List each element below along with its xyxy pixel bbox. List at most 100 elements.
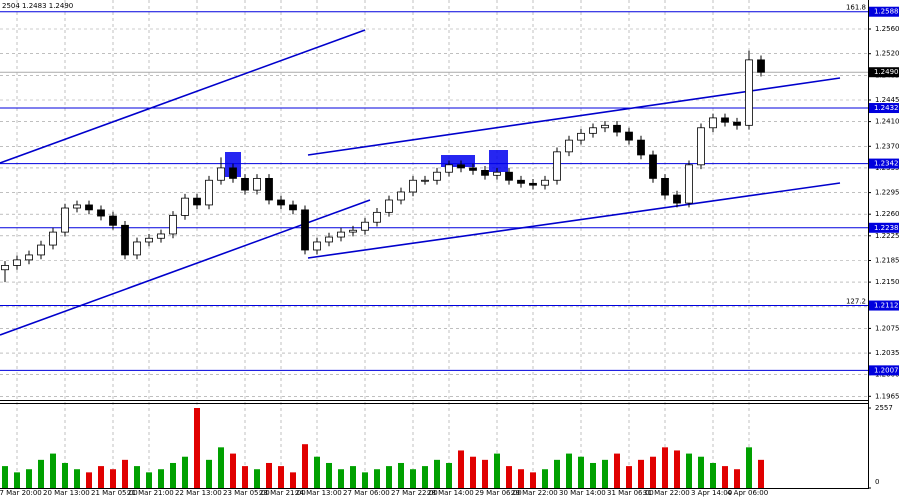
level-label: 1.2490	[874, 68, 899, 76]
volume-bar	[134, 466, 140, 488]
grid	[0, 0, 871, 489]
volume-bar	[170, 462, 176, 488]
y-tick-label: 1.2260	[875, 210, 900, 218]
candle-body	[61, 207, 69, 233]
candles	[1, 50, 765, 283]
candle-body	[721, 117, 729, 123]
x-tick-label: 20 Mar 13:00	[43, 489, 90, 497]
volume-bar	[326, 462, 332, 488]
candle-body	[469, 167, 477, 171]
volume-bar	[554, 459, 560, 488]
volume-bar	[578, 456, 584, 488]
candle-body	[301, 209, 309, 251]
volume-bar	[74, 469, 80, 488]
candle-body	[205, 179, 213, 206]
level-tag	[869, 300, 899, 311]
candle-body	[49, 231, 57, 246]
volume-bar	[398, 462, 404, 488]
volume-bar	[446, 462, 452, 488]
volume-bar	[530, 472, 536, 488]
candle-body	[757, 59, 765, 73]
level-tag	[869, 222, 899, 233]
volume-bar	[86, 472, 92, 488]
candle-body	[697, 127, 705, 166]
candle-body	[673, 194, 681, 204]
candle-body	[121, 224, 129, 256]
y-tick-label: 1.2295	[875, 189, 900, 197]
candle-body	[421, 179, 429, 182]
volume-bar	[374, 469, 380, 488]
y-tick-label: 1.1965	[875, 392, 900, 400]
volume-bar	[422, 466, 428, 488]
candle-body	[13, 259, 21, 266]
y-tick-label: 1.2370	[875, 142, 900, 150]
volume-bar	[470, 456, 476, 488]
volume-bar	[110, 469, 116, 488]
candle-body	[349, 229, 357, 233]
level-label: 1.2342	[874, 160, 899, 168]
x-tick-label: 30 Mar 14:00	[559, 489, 606, 497]
volume-bar	[458, 450, 464, 488]
level-tag	[869, 67, 899, 78]
level-label: 1.2007	[874, 366, 899, 374]
candle-body	[193, 197, 201, 206]
candle-body	[253, 177, 261, 191]
candle-body	[481, 169, 489, 176]
volume-bar	[566, 453, 572, 488]
volume-bar	[302, 444, 308, 488]
volume-bar	[542, 469, 548, 488]
highlight-box	[489, 150, 508, 172]
trend-line	[307, 182, 841, 259]
candle-body	[637, 139, 645, 156]
y-tick-label: 1.2520	[875, 50, 900, 58]
candle-body	[241, 177, 249, 191]
volume-bar	[314, 456, 320, 488]
candle-body	[445, 164, 453, 173]
volume-bar	[182, 456, 188, 488]
candle-body	[361, 221, 369, 231]
level-tag	[869, 6, 899, 17]
candle-body	[133, 241, 141, 256]
y-tick-label: 1.2075	[875, 324, 900, 332]
candle-body	[553, 151, 561, 181]
candle-body	[181, 197, 189, 216]
candle-body	[589, 127, 597, 134]
x-tick-label: 22 Mar 13:00	[175, 489, 222, 497]
volume-bar	[254, 469, 260, 488]
volume-bar	[590, 462, 596, 488]
fib-label: 127.2	[846, 298, 866, 306]
volume-bar	[518, 469, 524, 488]
y-tick-label: 1.2035	[875, 349, 900, 357]
volume-bar	[206, 459, 212, 488]
candle-body	[325, 236, 333, 243]
candle-body	[313, 241, 321, 251]
volume-bar	[494, 453, 500, 488]
frame	[0, 0, 869, 489]
volume-bar	[290, 472, 296, 488]
x-tick-label: 27 Mar 22:00	[391, 489, 438, 497]
y-tick-label: 1.2185	[875, 256, 900, 264]
candle-body	[733, 121, 741, 126]
volume-bar	[686, 453, 692, 488]
candle-body	[505, 171, 513, 181]
candle-body	[397, 191, 405, 201]
candle-body	[601, 124, 609, 129]
level-label: 1.2238	[874, 224, 899, 232]
candle-body	[565, 139, 573, 153]
candle-body	[373, 211, 381, 223]
volume-bar	[14, 472, 20, 488]
x-tick-label: 31 Mar 22:00	[643, 489, 690, 497]
candle-body	[685, 164, 693, 204]
volume-bar	[362, 472, 368, 488]
volume-bar	[2, 466, 8, 488]
candle-body	[709, 117, 717, 129]
fib-label: 161.8	[846, 4, 866, 12]
level-label: 1.2588	[874, 8, 899, 16]
level-label: 1.2432	[874, 104, 899, 112]
volumes	[2, 408, 764, 488]
candle-body	[73, 204, 81, 209]
x-tick-label: 29 Mar 06:00	[475, 489, 522, 497]
y-tick-label: 1.2410	[875, 118, 900, 126]
x-tick-label: 4 Apr 06:00	[727, 489, 768, 497]
volume-bar	[338, 469, 344, 488]
